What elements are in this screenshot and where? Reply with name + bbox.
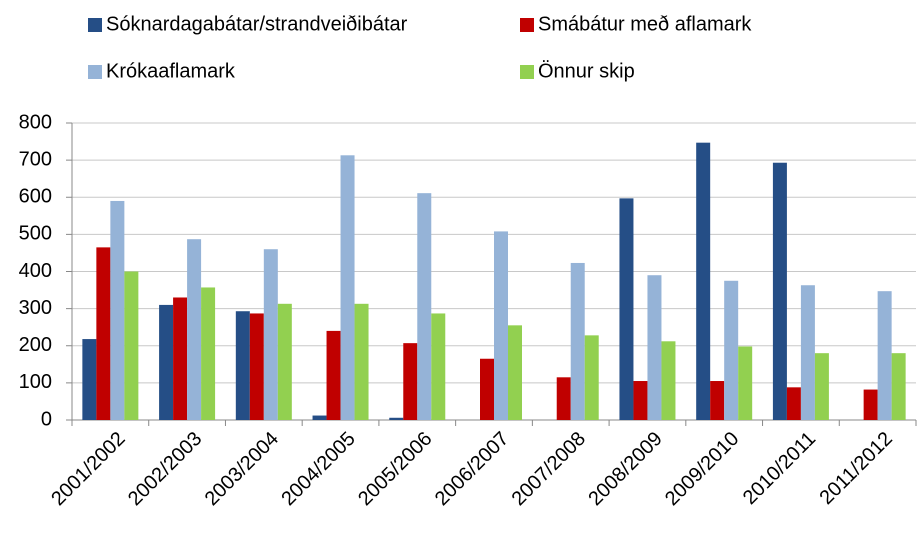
legend-label: Krókaaflamark (106, 60, 236, 82)
x-tick-label: 2006/2007 (431, 428, 513, 510)
x-tick-label: 2010/2011 (739, 428, 820, 509)
bar (326, 330, 341, 420)
bar (724, 280, 739, 420)
bar (340, 155, 355, 420)
bar (403, 343, 418, 420)
x-tick-label: 2009/2010 (661, 428, 743, 510)
bar (863, 389, 878, 420)
bar (159, 304, 174, 420)
bar (354, 303, 369, 420)
x-tick-label: 2007/2008 (508, 428, 590, 510)
y-tick-label: 700 (19, 148, 52, 170)
y-tick-label: 100 (19, 371, 52, 393)
bar (187, 239, 202, 420)
x-tick-label: 2004/2005 (277, 428, 359, 510)
bar (277, 303, 292, 420)
bar (584, 335, 599, 420)
bar (124, 271, 139, 420)
y-tick-label: 500 (19, 223, 52, 245)
bar (494, 231, 508, 420)
legend-label: Smábátur með aflamark (538, 13, 752, 35)
bar (891, 353, 906, 420)
bar (82, 339, 97, 420)
legend-label: Önnur skip (538, 60, 635, 82)
bar (570, 262, 585, 420)
bar (173, 297, 188, 420)
bar (738, 346, 753, 420)
y-tick-label: 400 (19, 260, 52, 282)
bar (696, 142, 711, 420)
bar (647, 275, 662, 420)
x-tick-label: 2001/2002 (47, 428, 129, 510)
bar (877, 291, 892, 420)
bar (480, 358, 494, 420)
bar (263, 249, 278, 420)
bar (431, 313, 446, 420)
x-tick-label: 2005/2006 (354, 428, 436, 510)
y-tick-label: 0 (41, 408, 52, 430)
y-tick-label: 200 (19, 334, 52, 356)
legend-swatch (88, 65, 102, 79)
bar (772, 162, 787, 420)
legend-swatch (88, 18, 102, 32)
y-tick-label: 300 (19, 297, 52, 319)
legend-label: Sóknardagabátar/strandveiðibátar (106, 13, 408, 35)
bar (786, 387, 801, 420)
bar (312, 415, 327, 420)
bar (417, 193, 432, 420)
legend-swatch (520, 65, 534, 79)
bar (249, 313, 264, 420)
bar (661, 341, 676, 420)
bar (389, 417, 404, 420)
x-tick-label: 2003/2004 (201, 428, 283, 510)
x-tick-label: 2002/2003 (124, 428, 206, 510)
bar (96, 247, 111, 420)
legend-swatch (520, 18, 534, 32)
bar (201, 287, 216, 420)
y-tick-label: 600 (19, 186, 52, 208)
bar (800, 285, 815, 420)
bar (508, 325, 522, 420)
bar (814, 353, 829, 420)
x-tick-label: 2008/2009 (584, 428, 666, 510)
y-tick-label: 800 (19, 111, 52, 133)
bar (556, 377, 571, 420)
bar (633, 381, 648, 420)
bar (235, 311, 250, 420)
x-tick-label: 2011/2012 (816, 428, 897, 509)
bar (710, 381, 725, 420)
bar (619, 198, 634, 420)
bar (110, 200, 125, 420)
